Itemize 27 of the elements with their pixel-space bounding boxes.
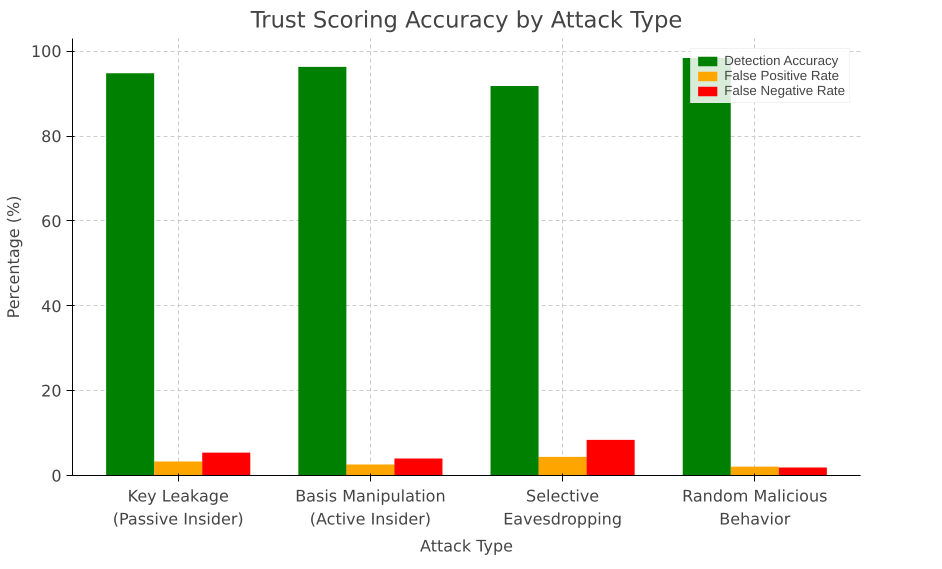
y-tick-label: 80 xyxy=(41,127,62,146)
bar xyxy=(106,73,154,476)
bar xyxy=(394,458,442,476)
bar xyxy=(730,466,779,476)
bar xyxy=(778,467,827,476)
y-tick-label: 60 xyxy=(41,212,62,231)
legend-label: Detection Accuracy xyxy=(724,53,838,68)
y-tick-label: 0 xyxy=(51,466,62,486)
y-axis-title: Percentage (%) xyxy=(4,196,23,318)
bar xyxy=(202,452,250,476)
bar xyxy=(586,440,635,476)
y-tick-label: 20 xyxy=(41,382,62,401)
bar xyxy=(346,464,394,476)
y-tick-label: 100 xyxy=(30,42,62,62)
bar xyxy=(298,66,346,476)
chart-title: Trust Scoring Accuracy by Attack Type xyxy=(250,8,682,34)
bar xyxy=(154,462,202,476)
legend-label: False Negative Rate xyxy=(724,83,845,98)
x-tick-label: Key Leakage (Passive Insider) xyxy=(112,486,244,528)
x-axis-title: Attack Type xyxy=(420,536,513,556)
y-tick-label: 40 xyxy=(41,296,62,316)
bar xyxy=(490,86,539,476)
bar xyxy=(538,456,587,476)
x-tick-label: Random Malicious Behavior xyxy=(682,486,828,528)
x-tick-label: Selective Eavesdropping xyxy=(503,486,622,528)
x-tick-label: Basis Manipulation (Active Insider) xyxy=(295,486,446,528)
legend-label: False Positive Rate xyxy=(724,68,840,83)
